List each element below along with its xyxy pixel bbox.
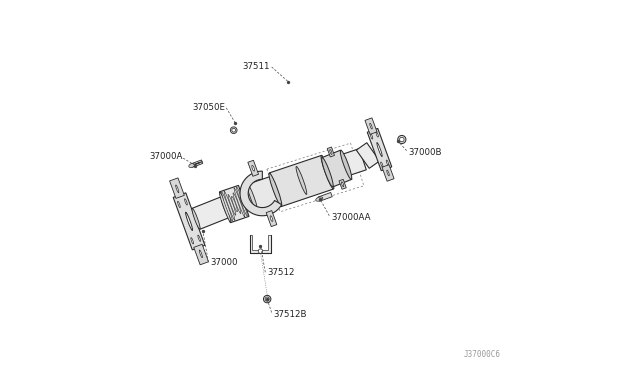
- Polygon shape: [382, 165, 394, 181]
- Ellipse shape: [376, 132, 378, 137]
- Ellipse shape: [321, 155, 334, 189]
- Polygon shape: [248, 160, 259, 176]
- Text: 37050E: 37050E: [192, 103, 225, 112]
- Ellipse shape: [399, 137, 404, 142]
- Text: 37000AA: 37000AA: [331, 213, 371, 222]
- Polygon shape: [365, 118, 377, 134]
- Polygon shape: [266, 211, 277, 227]
- Ellipse shape: [221, 197, 229, 218]
- Ellipse shape: [342, 182, 344, 187]
- Ellipse shape: [265, 297, 269, 301]
- Polygon shape: [356, 143, 380, 169]
- Text: 37511: 37511: [243, 62, 270, 71]
- Ellipse shape: [252, 166, 255, 171]
- Polygon shape: [240, 171, 282, 216]
- Polygon shape: [220, 185, 249, 223]
- Ellipse shape: [234, 188, 245, 217]
- Ellipse shape: [232, 128, 236, 132]
- Ellipse shape: [316, 197, 323, 201]
- Polygon shape: [339, 179, 346, 189]
- Polygon shape: [367, 128, 392, 171]
- Polygon shape: [270, 166, 307, 204]
- Polygon shape: [192, 197, 229, 229]
- Ellipse shape: [296, 166, 307, 195]
- Ellipse shape: [184, 199, 188, 205]
- Ellipse shape: [192, 208, 200, 229]
- Polygon shape: [342, 149, 366, 175]
- Ellipse shape: [381, 162, 383, 167]
- Ellipse shape: [387, 160, 388, 165]
- Ellipse shape: [270, 216, 273, 221]
- Ellipse shape: [241, 194, 246, 208]
- Text: 37000: 37000: [211, 258, 238, 267]
- Ellipse shape: [221, 192, 232, 221]
- Ellipse shape: [270, 176, 281, 204]
- Ellipse shape: [220, 192, 231, 222]
- Ellipse shape: [377, 142, 382, 157]
- Ellipse shape: [370, 123, 372, 129]
- Ellipse shape: [175, 185, 179, 193]
- Ellipse shape: [189, 164, 195, 167]
- Ellipse shape: [233, 193, 241, 214]
- Ellipse shape: [230, 127, 237, 134]
- Ellipse shape: [186, 212, 193, 230]
- Ellipse shape: [318, 197, 321, 201]
- Text: 37512: 37512: [267, 268, 294, 277]
- Ellipse shape: [228, 195, 236, 215]
- Ellipse shape: [247, 184, 257, 211]
- Polygon shape: [269, 155, 333, 207]
- Polygon shape: [173, 193, 205, 250]
- Ellipse shape: [259, 249, 262, 253]
- Ellipse shape: [322, 157, 333, 187]
- Text: J37000C6: J37000C6: [463, 350, 500, 359]
- Polygon shape: [241, 183, 278, 207]
- Ellipse shape: [224, 191, 235, 220]
- Ellipse shape: [236, 187, 247, 216]
- Ellipse shape: [178, 201, 180, 208]
- Ellipse shape: [387, 170, 389, 176]
- Ellipse shape: [250, 190, 255, 205]
- Polygon shape: [241, 190, 255, 208]
- Polygon shape: [170, 178, 184, 198]
- Ellipse shape: [371, 134, 372, 139]
- Ellipse shape: [191, 238, 193, 244]
- Text: 37000B: 37000B: [408, 148, 442, 157]
- Ellipse shape: [330, 150, 332, 154]
- Polygon shape: [248, 176, 280, 211]
- Ellipse shape: [340, 150, 352, 180]
- Text: 37000A: 37000A: [149, 152, 182, 161]
- Ellipse shape: [397, 135, 406, 144]
- Ellipse shape: [199, 250, 202, 258]
- Polygon shape: [327, 147, 335, 157]
- Polygon shape: [191, 160, 203, 167]
- Polygon shape: [250, 235, 271, 253]
- Polygon shape: [322, 150, 352, 187]
- Ellipse shape: [232, 196, 237, 212]
- Ellipse shape: [269, 173, 282, 206]
- Ellipse shape: [264, 295, 271, 303]
- Ellipse shape: [198, 235, 200, 241]
- Polygon shape: [319, 192, 332, 201]
- Polygon shape: [194, 244, 209, 265]
- Text: 37512B: 37512B: [273, 310, 307, 319]
